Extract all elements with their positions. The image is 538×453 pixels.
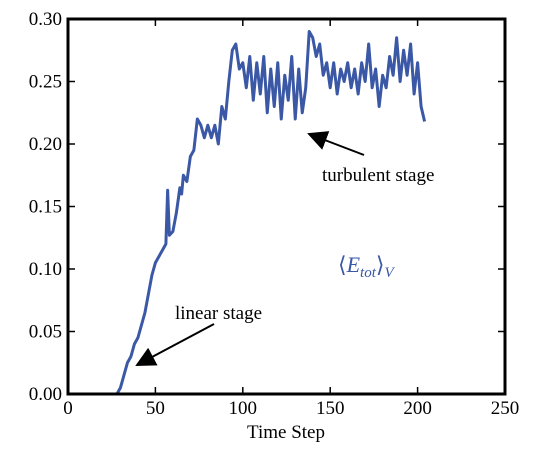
x-tick-label: 250 (491, 398, 520, 419)
x-tick-label: 200 (403, 398, 432, 419)
y-tick-label: 0.00 (29, 384, 62, 405)
x-tick-label: 150 (316, 398, 345, 419)
x-tick-label: 50 (146, 398, 165, 419)
y-tick-label: 0.20 (29, 134, 62, 155)
x-tick-label: 100 (229, 398, 258, 419)
annotation-arrow (307, 131, 365, 156)
annotation: linear stage (175, 303, 262, 324)
series-label-part: ⟨ (338, 252, 347, 277)
series-label-part: E (346, 252, 361, 277)
annotation: turbulent stage (322, 165, 434, 186)
x-axis-label: Time Step (247, 422, 325, 443)
y-tick-label: 0.05 (29, 322, 62, 343)
y-tick-label: 0.25 (29, 72, 62, 93)
y-tick-label: 0.30 (29, 9, 62, 30)
series-label-part: ⟩ (376, 252, 385, 277)
series-label-part: V (384, 265, 395, 281)
annotation-arrow (135, 323, 215, 366)
y-tick-label: 0.10 (29, 259, 62, 280)
data-line (115, 30, 427, 395)
plot-frame (66, 17, 507, 396)
y-tick-label: 0.15 (29, 197, 62, 218)
series-label-part: tot (360, 265, 377, 281)
x-tick-label: 0 (63, 398, 73, 419)
series-label: ⟨Etot⟩V (338, 252, 395, 281)
